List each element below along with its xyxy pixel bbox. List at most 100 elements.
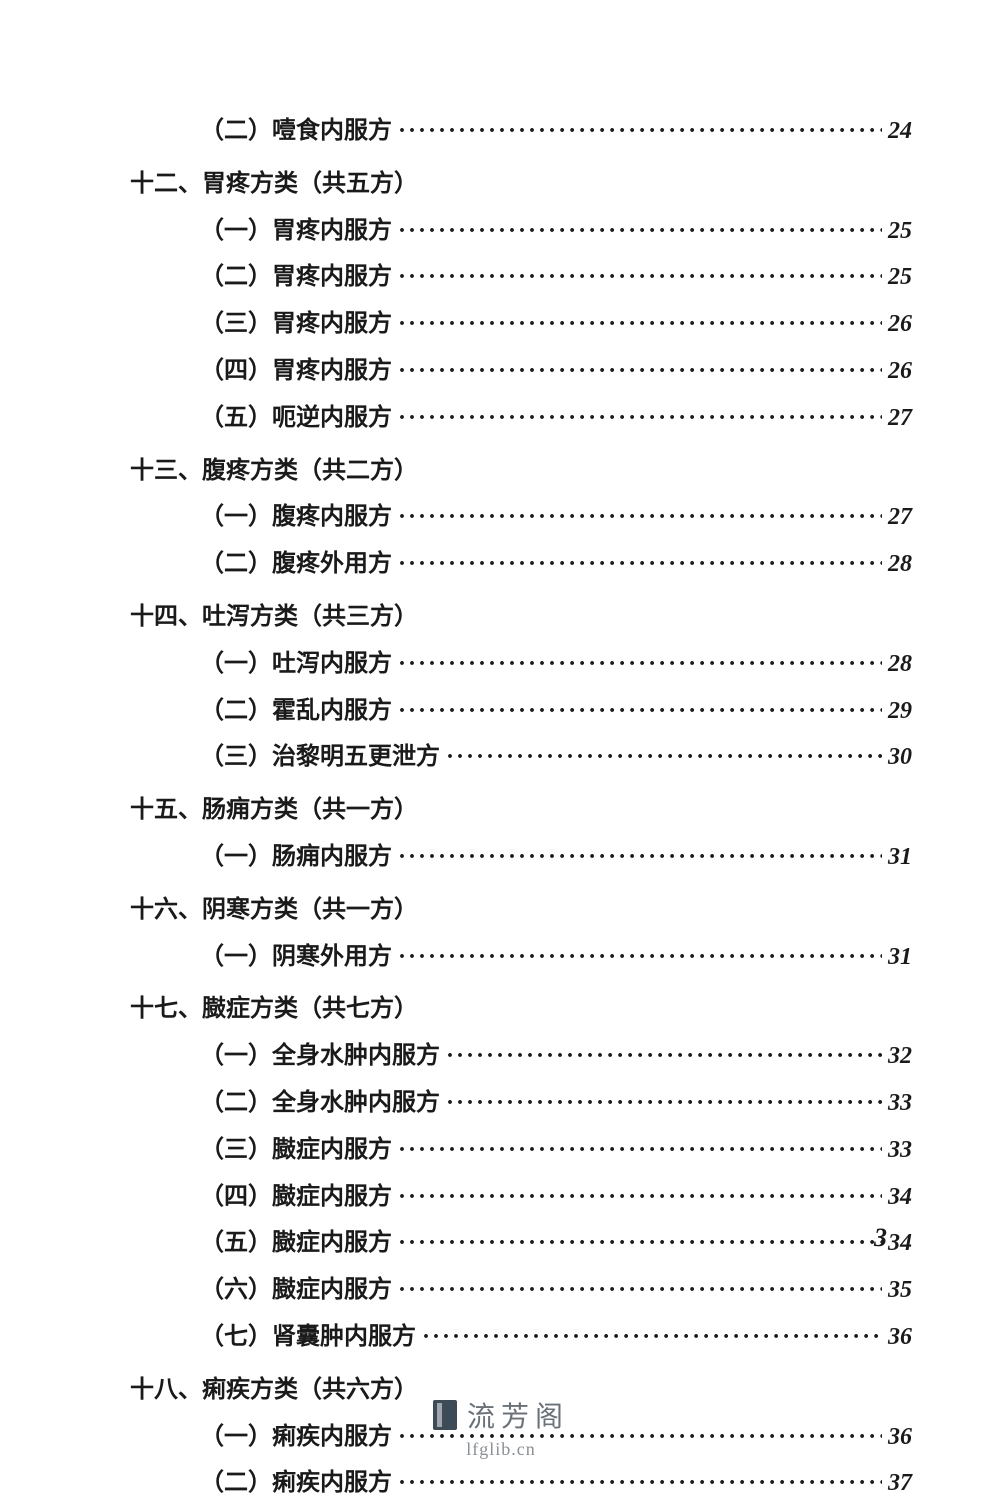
toc-item-label: （二）腹疼外用方 <box>200 544 392 585</box>
toc-leader: ········································… <box>398 1223 882 1264</box>
toc-item-page: 35 <box>888 1270 912 1311</box>
toc-item-label: （七）肾囊肿内服方 <box>200 1317 416 1358</box>
toc-item: （二）全身水肿内服方······························… <box>200 1083 912 1124</box>
toc-item: （五）臌症内服方································… <box>200 1223 912 1264</box>
toc-leader: ········································… <box>446 737 882 778</box>
toc-leader: ········································… <box>422 1317 882 1358</box>
document-page: （二）噎食内服方································… <box>0 0 1002 1488</box>
toc-leader: ········································… <box>398 398 882 439</box>
toc-leader: ········································… <box>398 1463 882 1504</box>
toc-item: （一）胃疼内服方································… <box>200 211 912 252</box>
toc-item: （一）肠痈内服方································… <box>200 837 912 878</box>
footer-url: lfglib.cn <box>0 1439 1002 1460</box>
toc-section: 十二、胃疼方类（共五方） <box>130 164 912 205</box>
page-number: 3 <box>874 1223 887 1253</box>
toc-section-label: 十七、臌症方类（共七方） <box>130 989 418 1030</box>
toc-item-page: 27 <box>888 398 912 439</box>
toc-item: （二）胃疼内服方································… <box>200 257 912 298</box>
toc-item-page: 27 <box>888 497 912 538</box>
toc-leader: ········································… <box>398 691 882 732</box>
toc-item: （一）阴寒外用方································… <box>200 937 912 978</box>
toc-leader: ········································… <box>398 544 882 585</box>
toc-item-label: （四）臌症内服方 <box>200 1177 392 1218</box>
toc-item-page: 31 <box>888 837 912 878</box>
toc-item-page: 26 <box>888 351 912 392</box>
toc-item-label: （五）臌症内服方 <box>200 1223 392 1264</box>
table-of-contents: （二）噎食内服方································… <box>130 111 912 1504</box>
toc-leader: ········································… <box>398 1270 882 1311</box>
toc-leader: ········································… <box>446 1083 882 1124</box>
toc-item-label: （二）噎食内服方 <box>200 111 392 152</box>
toc-leader: ········································… <box>398 1130 882 1171</box>
toc-leader: ········································… <box>398 111 882 152</box>
toc-item-page: 37 <box>888 1463 912 1504</box>
toc-item-page: 25 <box>888 211 912 252</box>
toc-item: （二）噎食内服方································… <box>200 111 912 152</box>
toc-section-label: 十六、阴寒方类（共一方） <box>130 890 418 931</box>
footer: 流芳阁 lfglib.cn <box>0 1395 1002 1460</box>
toc-section-label: 十三、腹疼方类（共二方） <box>130 451 418 492</box>
toc-item-page: 25 <box>888 257 912 298</box>
toc-leader: ········································… <box>398 497 882 538</box>
toc-item-label: （五）呃逆内服方 <box>200 398 392 439</box>
toc-item-label: （一）阴寒外用方 <box>200 937 392 978</box>
toc-section: 十七、臌症方类（共七方） <box>130 989 912 1030</box>
toc-item: （四）胃疼内服方································… <box>200 351 912 392</box>
toc-item: （七）肾囊肿内服方·······························… <box>200 1317 912 1358</box>
toc-item-page: 34 <box>888 1177 912 1218</box>
toc-section: 十六、阴寒方类（共一方） <box>130 890 912 931</box>
toc-section: 十三、腹疼方类（共二方） <box>130 451 912 492</box>
toc-item: （一）全身水肿内服方······························… <box>200 1036 912 1077</box>
toc-section: 十四、吐泻方类（共三方） <box>130 597 912 638</box>
toc-item-page: 36 <box>888 1317 912 1358</box>
toc-item-label: （二）痢疾内服方 <box>200 1463 392 1504</box>
toc-item: （五）呃逆内服方································… <box>200 398 912 439</box>
toc-leader: ········································… <box>398 257 882 298</box>
toc-section: 十五、肠痈方类（共一方） <box>130 790 912 831</box>
toc-item-page: 26 <box>888 304 912 345</box>
toc-item-label: （四）胃疼内服方 <box>200 351 392 392</box>
toc-item-label: （三）治黎明五更泄方 <box>200 737 440 778</box>
toc-leader: ········································… <box>398 351 882 392</box>
toc-item-page: 32 <box>888 1036 912 1077</box>
toc-item-page: 28 <box>888 544 912 585</box>
toc-item-label: （三）臌症内服方 <box>200 1130 392 1171</box>
toc-section-label: 十四、吐泻方类（共三方） <box>130 597 418 638</box>
toc-item: （三）胃疼内服方································… <box>200 304 912 345</box>
toc-item-page: 29 <box>888 691 912 732</box>
toc-item: （三）臌症内服方································… <box>200 1130 912 1171</box>
toc-item-label: （三）胃疼内服方 <box>200 304 392 345</box>
toc-leader: ········································… <box>446 1036 882 1077</box>
book-icon <box>433 1400 457 1430</box>
toc-item-page: 24 <box>888 111 912 152</box>
toc-item-page: 33 <box>888 1083 912 1124</box>
toc-item-label: （二）霍乱内服方 <box>200 691 392 732</box>
toc-item: （二）腹疼外用方································… <box>200 544 912 585</box>
toc-item-label: （一）吐泻内服方 <box>200 644 392 685</box>
toc-section-label: 十二、胃疼方类（共五方） <box>130 164 418 205</box>
toc-leader: ········································… <box>398 1177 882 1218</box>
toc-item-page: 28 <box>888 644 912 685</box>
toc-item-page: 33 <box>888 1130 912 1171</box>
toc-item: （六）臌症内服方································… <box>200 1270 912 1311</box>
toc-item-page: 34 <box>888 1223 912 1264</box>
toc-item-page: 30 <box>888 737 912 778</box>
toc-leader: ········································… <box>398 937 882 978</box>
toc-item-label: （一）肠痈内服方 <box>200 837 392 878</box>
toc-item-label: （一）腹疼内服方 <box>200 497 392 538</box>
toc-item-label: （一）全身水肿内服方 <box>200 1036 440 1077</box>
toc-item: （四）臌症内服方································… <box>200 1177 912 1218</box>
toc-leader: ········································… <box>398 644 882 685</box>
toc-item: （二）痢疾内服方································… <box>200 1463 912 1504</box>
toc-leader: ········································… <box>398 211 882 252</box>
toc-item: （一）腹疼内服方································… <box>200 497 912 538</box>
toc-section-label: 十五、肠痈方类（共一方） <box>130 790 418 831</box>
toc-item-label: （六）臌症内服方 <box>200 1270 392 1311</box>
toc-item-label: （二）全身水肿内服方 <box>200 1083 440 1124</box>
toc-item: （三）治黎明五更泄方······························… <box>200 737 912 778</box>
toc-item-page: 31 <box>888 937 912 978</box>
toc-item: （二）霍乱内服方································… <box>200 691 912 732</box>
toc-item: （一）吐泻内服方································… <box>200 644 912 685</box>
toc-leader: ········································… <box>398 304 882 345</box>
toc-item-label: （二）胃疼内服方 <box>200 257 392 298</box>
